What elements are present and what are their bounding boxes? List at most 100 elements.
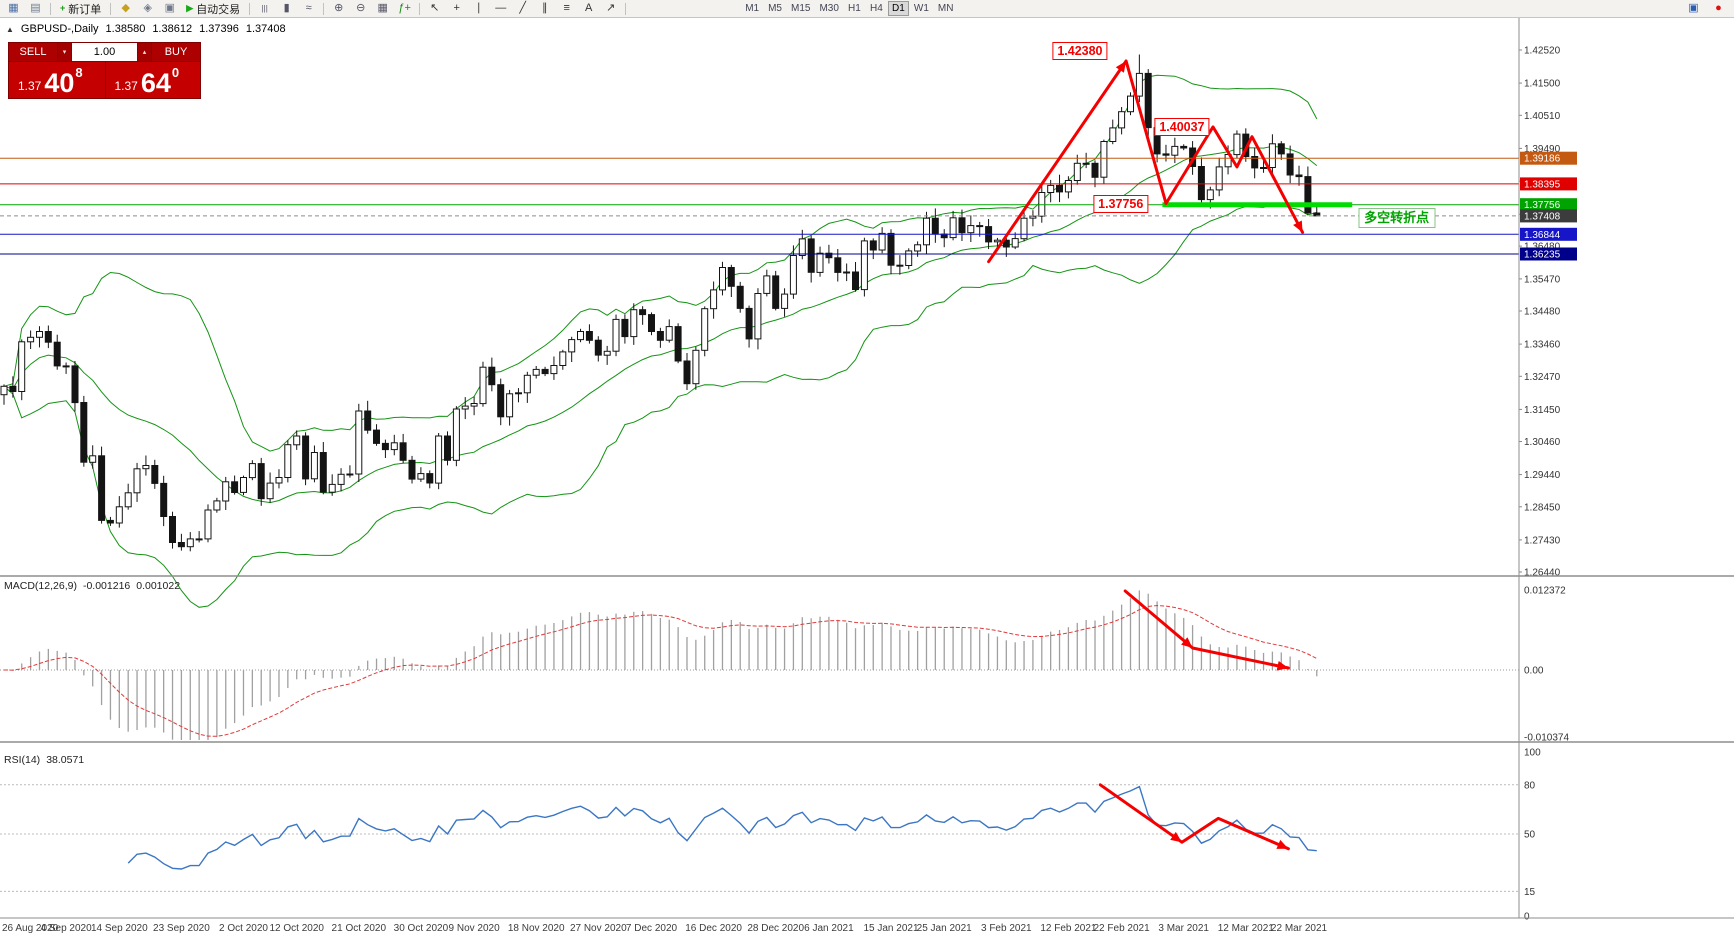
timeframe-m30[interactable]: M30 [819, 3, 839, 14]
timeframe-m15[interactable]: M15 [791, 3, 811, 14]
volume-input[interactable]: 1.00 [72, 43, 137, 61]
alert-badge-icon[interactable]: ● [1715, 2, 1722, 14]
new-chart-icon[interactable]: ▦ [8, 2, 19, 14]
vertical-line-icon[interactable]: ∣ [475, 2, 482, 14]
candle-body [914, 244, 922, 252]
price-tick-label: 1.33460 [1524, 340, 1561, 351]
candle-body [781, 293, 789, 309]
chart-shift-icon[interactable]: ▣ [1688, 2, 1699, 14]
date-label: 4 Sep 2020 [41, 923, 93, 934]
sell-button[interactable]: SELL [9, 43, 57, 61]
zoom-in-icon[interactable]: ⊕ [334, 2, 344, 14]
channel-icon[interactable]: ∥ [541, 2, 548, 14]
candle-body [364, 410, 372, 431]
bar-chart-icon[interactable]: ||| [261, 3, 268, 13]
candle-body [18, 341, 26, 392]
cursor-icon[interactable]: ↖ [430, 2, 440, 14]
date-label: 9 Nov 2020 [449, 923, 501, 934]
buy-button[interactable]: BUY [152, 43, 200, 61]
macd-annotation-arrows[interactable] [1123, 589, 1290, 671]
timeframe-m5[interactable]: M5 [768, 3, 782, 14]
candle-body [887, 232, 895, 266]
volume-decrease-button[interactable]: ▾ [57, 43, 72, 61]
date-label: 3 Mar 2021 [1158, 923, 1209, 934]
options-icon[interactable]: ◈ [143, 2, 152, 14]
candle-body [736, 285, 744, 309]
trend-annotation-arrows[interactable] [987, 59, 1305, 264]
fibonacci-icon[interactable]: ≡ [563, 2, 570, 14]
sell-price-button[interactable]: 1.37 40 8 [9, 62, 105, 99]
date-label: 16 Dec 2020 [685, 923, 742, 934]
timeframe-h1[interactable]: H1 [848, 3, 861, 14]
candle-body [772, 275, 780, 309]
price-annotation-label[interactable]: 1.40037 [1154, 117, 1210, 136]
candle-body [958, 217, 966, 234]
price-annotation-label[interactable]: 1.37756 [1093, 195, 1149, 214]
indicators-icon[interactable]: ƒ+ [398, 2, 411, 14]
rsi-annotation-arrows-line [1098, 783, 1290, 851]
candlestick-chart-icon[interactable]: ▮ [283, 2, 290, 14]
price-tick-label: 1.26440 [1524, 568, 1561, 579]
metaeditor-icon[interactable]: ◆ [121, 2, 130, 14]
horizontal-line-icon[interactable]: ― [495, 2, 507, 14]
toolbar-items: ▦ ▤ + 新订单 ◆ ◈ ▣ ▶ 自动交易 ||| ▮ ≈ ⊕ ⊖ ▦ ƒ+ ↖ + ∣ ― ╱ ∥ ≡ A ↗ [3, 1, 629, 16]
text-tool-icon[interactable]: A [585, 2, 593, 14]
collapse-panel-icon[interactable]: ▲ [6, 24, 14, 34]
candle-body [1118, 111, 1126, 129]
candle-body [603, 350, 611, 356]
candle-body [328, 483, 336, 493]
candle-body [967, 225, 975, 234]
turning-point-note[interactable]: 多空转折点 [1358, 207, 1436, 228]
candle-body [98, 455, 106, 521]
candle-body [1011, 238, 1019, 248]
tile-windows-icon[interactable]: ▦ [377, 2, 388, 14]
candles-layer [0, 54, 1321, 552]
price-tick-label: 1.34480 [1524, 307, 1561, 318]
candle-body [1100, 141, 1108, 178]
zoom-out-icon[interactable]: ⊖ [356, 2, 366, 14]
price-tag: 1.36235 [1520, 247, 1577, 261]
candle-body [248, 463, 256, 479]
auto-trading-button[interactable]: ▶ 自动交易 [181, 1, 245, 16]
candle-body [381, 442, 389, 451]
candle-body [1295, 174, 1303, 178]
candle-body [869, 240, 877, 251]
date-label: 22 Feb 2021 [1094, 923, 1151, 934]
buy-price-button[interactable]: 1.37 64 0 [104, 62, 201, 99]
timeframe-d1[interactable]: D1 [887, 1, 909, 16]
profiles-icon[interactable]: ▤ [30, 2, 41, 14]
toolbar-separator [323, 2, 325, 15]
crosshair-icon[interactable]: + [453, 2, 460, 14]
ohlc-close: 1.37408 [245, 23, 286, 35]
timeframe-w1[interactable]: W1 [913, 3, 929, 14]
candle-body [27, 336, 35, 343]
rsi-axis-label: 15 [1524, 887, 1536, 898]
candle-body [302, 435, 310, 480]
arrows-tool-icon[interactable]: ↗ [606, 2, 616, 14]
candle-body [231, 481, 239, 493]
candle-body [177, 542, 185, 548]
candle-body [550, 365, 558, 375]
new-order-button-label: 新订单 [68, 3, 102, 16]
rsi-annotation-arrows[interactable] [1098, 783, 1290, 851]
candle-body [577, 331, 584, 341]
timeframe-h4[interactable]: H4 [870, 3, 883, 14]
price-annotation-label[interactable]: 1.42380 [1052, 41, 1108, 60]
candle-body [727, 267, 735, 287]
timeframe-m1[interactable]: M1 [745, 3, 760, 14]
date-label: 15 Jan 2021 [863, 923, 918, 934]
trade-panel-price-row: 1.37 40 8 1.37 64 0 [9, 62, 200, 99]
trendline-icon[interactable]: ╱ [519, 2, 526, 14]
new-order-button[interactable]: + 新订单 [55, 1, 106, 16]
rsi-axis-label: 100 [1524, 748, 1541, 759]
line-chart-icon[interactable]: ≈ [305, 2, 312, 14]
candle-body [1029, 215, 1037, 219]
toolbar-right: ▣ ● [1683, 1, 1731, 16]
fullscreen-icon[interactable]: ▣ [164, 2, 175, 14]
candle-body [426, 473, 434, 484]
candle-body [816, 252, 824, 273]
candle-body [9, 385, 17, 392]
volume-increase-button[interactable]: ▴ [137, 43, 152, 61]
timeframe-mn[interactable]: MN [937, 3, 954, 14]
